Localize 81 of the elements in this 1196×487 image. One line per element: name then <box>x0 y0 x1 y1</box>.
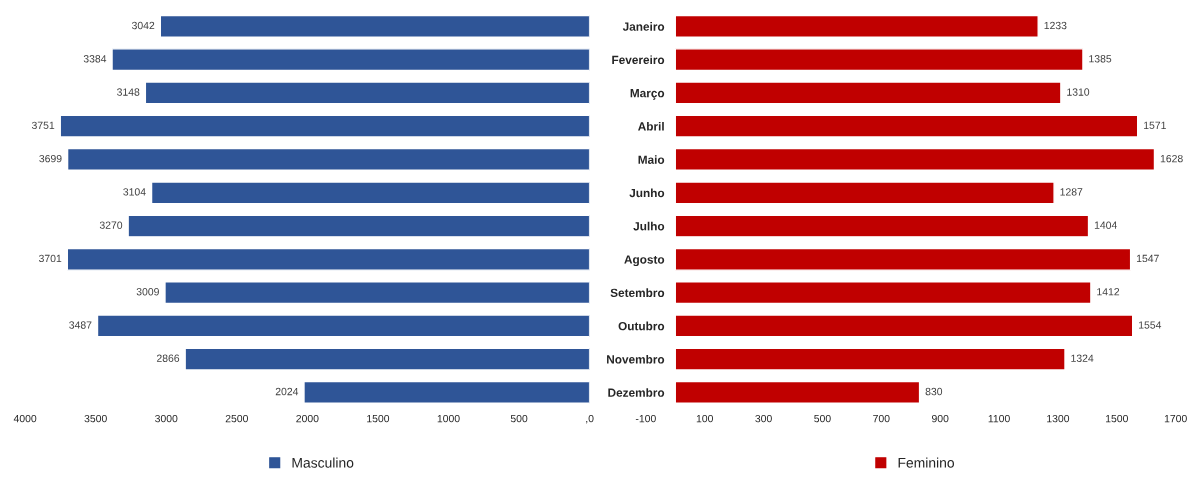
bar <box>127 214 590 238</box>
data-label: 1324 <box>1071 354 1094 362</box>
data-label: 1310 <box>1067 88 1090 96</box>
bar <box>674 14 1039 38</box>
bar <box>674 314 1134 338</box>
bar <box>674 380 921 404</box>
data-label: 3270 <box>99 221 123 229</box>
bar <box>96 314 590 338</box>
y-tick-label: Dezembro <box>608 388 665 397</box>
data-label: 3699 <box>39 154 62 163</box>
bar <box>59 114 590 138</box>
y-tick-label: Abril <box>638 121 664 131</box>
data-label: 2024 <box>275 387 299 396</box>
x-tick-label: 1300 <box>1047 414 1070 423</box>
data-label: 1628 <box>1160 154 1183 163</box>
y-tick-label: Agosto <box>624 255 665 267</box>
x-tick-label: 1000 <box>437 414 460 423</box>
x-tick-label: 500 <box>510 414 528 423</box>
x-tick-label: 1500 <box>1106 414 1128 423</box>
x-tick-label: 500 <box>814 414 831 423</box>
bar <box>303 380 590 404</box>
x-tick-label: 4000 <box>13 414 37 423</box>
y-tick-label: Fevereiro <box>612 55 665 65</box>
bar <box>111 48 590 72</box>
bar <box>674 147 1156 172</box>
bar <box>66 147 590 172</box>
x-tick-label: 100 <box>696 414 713 423</box>
bar <box>674 48 1084 72</box>
bar <box>150 181 590 205</box>
y-tick-label: Novembro <box>607 354 665 364</box>
x-tick-label: 3500 <box>84 414 107 423</box>
data-label: 2866 <box>156 354 180 362</box>
bar <box>164 281 590 305</box>
x-tick-label: 300 <box>755 414 772 423</box>
data-label: 1547 <box>1136 254 1159 263</box>
x-tick-label: 1100 <box>988 414 1010 423</box>
x-tick-label: -100 <box>635 414 656 423</box>
x-tick-label: 700 <box>873 414 890 423</box>
bar <box>674 214 1090 238</box>
bar <box>674 247 1132 271</box>
data-label: 1554 <box>1139 321 1162 329</box>
data-label: 3701 <box>38 254 62 263</box>
x-tick-label: ,0 <box>586 414 594 424</box>
bar <box>184 347 590 371</box>
data-label: 3384 <box>83 55 107 63</box>
data-label: 1404 <box>1094 221 1117 229</box>
y-tick-label: Março <box>630 89 665 100</box>
data-label: 1412 <box>1097 288 1120 296</box>
data-label: 1385 <box>1089 55 1112 63</box>
data-label: 3104 <box>123 188 146 196</box>
bar <box>674 114 1139 138</box>
bar <box>144 81 590 105</box>
x-tick-label: 3000 <box>155 414 178 423</box>
legend-label: Masculino <box>292 457 354 468</box>
data-label: 1233 <box>1044 21 1067 30</box>
data-label: 830 <box>925 387 943 396</box>
bar <box>674 281 1092 305</box>
data-label: 1287 <box>1060 188 1083 196</box>
data-label: 3751 <box>31 121 55 130</box>
x-tick-label: 1500 <box>367 414 390 423</box>
bar <box>674 81 1062 105</box>
bar <box>674 347 1066 371</box>
y-tick-label: Junho <box>629 188 665 198</box>
bar <box>159 14 590 38</box>
data-label: 3148 <box>117 88 140 96</box>
x-tick-label: 900 <box>931 414 949 423</box>
data-label: 1571 <box>1144 121 1166 130</box>
data-label: 3009 <box>136 288 159 296</box>
x-tick-label: 1700 <box>1164 414 1187 423</box>
x-tick-label: 2500 <box>225 414 248 423</box>
y-tick-label: Outubro <box>618 321 665 331</box>
bar <box>66 247 590 271</box>
data-label: 3042 <box>131 21 155 30</box>
y-tick-label: Julho <box>633 221 665 231</box>
bar <box>674 181 1055 205</box>
y-tick-label: Setembro <box>610 288 665 297</box>
data-label: 3487 <box>69 321 92 329</box>
legend-label: Feminino <box>898 457 955 468</box>
y-tick-label: Maio <box>638 155 665 164</box>
y-tick-label: Janeiro <box>622 22 665 31</box>
x-tick-label: 2000 <box>296 414 319 423</box>
